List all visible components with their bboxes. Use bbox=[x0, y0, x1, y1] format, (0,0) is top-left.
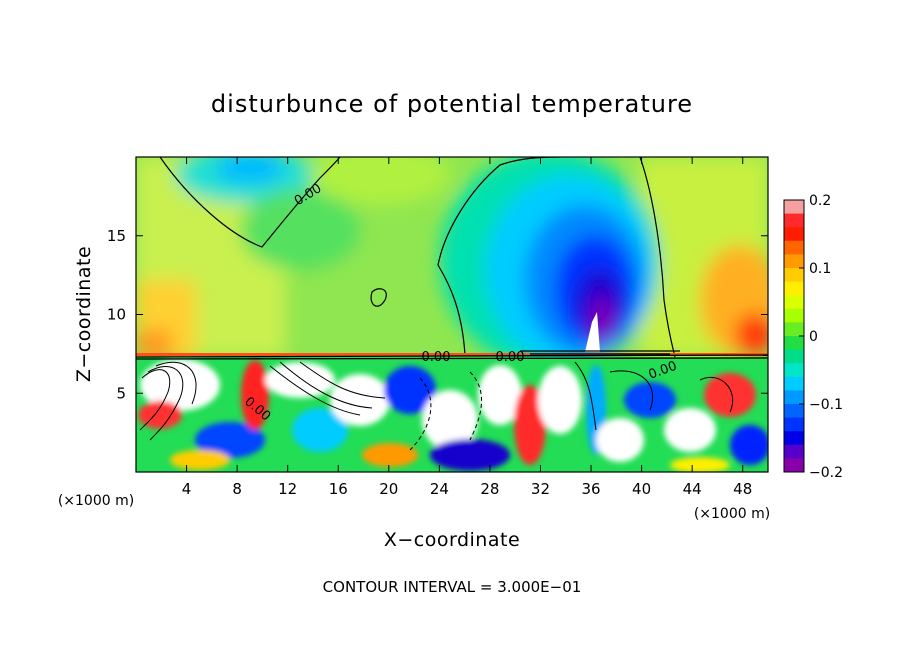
colorbar-swatch bbox=[784, 214, 804, 228]
colorbar-swatch bbox=[784, 445, 804, 459]
x-tick-label: 40 bbox=[632, 480, 651, 498]
y-axis-title: Z−coordinate bbox=[73, 246, 95, 382]
contour-interval-note: CONTOUR INTERVAL = 3.000E−01 bbox=[323, 578, 582, 596]
x-tick-label: 16 bbox=[329, 480, 348, 498]
colorbar-tick-label: 0.2 bbox=[809, 193, 831, 209]
contour-label: 0.00 bbox=[422, 350, 451, 365]
colorbar-swatch bbox=[784, 282, 804, 296]
x-axis-title: X−coordinate bbox=[384, 529, 520, 551]
chart-title: disturbunce of potential temperature bbox=[211, 90, 693, 118]
colorbar-tick-label: 0 bbox=[809, 329, 818, 345]
colorbar-swatch bbox=[784, 241, 804, 255]
x-tick-label: 12 bbox=[278, 480, 297, 498]
y-tick-label: 10 bbox=[107, 306, 126, 324]
colorbar-swatch bbox=[784, 254, 804, 268]
colorbar-tick-label: −0.2 bbox=[809, 465, 843, 481]
colorbar-swatch bbox=[784, 404, 804, 418]
x-tick-label: 44 bbox=[683, 480, 702, 498]
contour-label: 0.00 bbox=[496, 350, 525, 365]
colorbar-swatch bbox=[784, 336, 804, 350]
colorbar-swatch bbox=[784, 200, 804, 214]
y-tick-label: 5 bbox=[116, 384, 126, 402]
potential-temperature-field bbox=[136, 145, 780, 473]
x-unit-left: (×1000 m) bbox=[58, 493, 134, 509]
colorbar-ticks: 0.2 0.1 0 −0.1 −0.2 bbox=[799, 193, 843, 481]
x-tick-label: 32 bbox=[531, 480, 550, 498]
x-tick-label: 36 bbox=[581, 480, 600, 498]
colorbar-tick-label: −0.1 bbox=[809, 397, 843, 413]
x-unit-right: (×1000 m) bbox=[694, 506, 770, 522]
x-tick-label: 4 bbox=[182, 480, 192, 498]
x-tick-label: 48 bbox=[733, 480, 752, 498]
colorbar-swatch bbox=[784, 295, 804, 309]
colorbar-swatch bbox=[784, 268, 804, 282]
x-tick-label: 8 bbox=[232, 480, 242, 498]
x-tick-label: 24 bbox=[430, 480, 449, 498]
chart-svg: disturbunce of potential temperature bbox=[0, 0, 904, 654]
y-tick-label: 15 bbox=[107, 227, 126, 245]
colorbar-tick-label: 0.1 bbox=[809, 261, 831, 277]
colorbar-swatch bbox=[784, 350, 804, 364]
colorbar-swatch bbox=[784, 390, 804, 404]
x-tick-label: 20 bbox=[379, 480, 398, 498]
colorbar-swatch bbox=[784, 363, 804, 377]
colorbar-swatch bbox=[784, 431, 804, 445]
colorbar-swatch bbox=[784, 418, 804, 432]
colorbar-swatch bbox=[784, 227, 804, 241]
x-tick-label: 28 bbox=[480, 480, 499, 498]
colorbar-swatch bbox=[784, 322, 804, 336]
colorbar-swatch bbox=[784, 458, 804, 472]
colorbar-swatch bbox=[784, 309, 804, 323]
colorbar-swatch bbox=[784, 377, 804, 391]
